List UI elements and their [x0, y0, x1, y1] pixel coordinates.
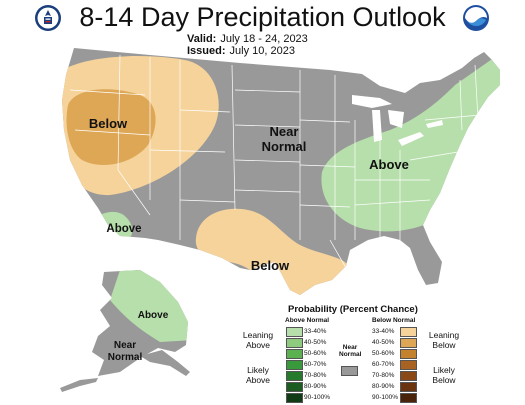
legend-below-bin-swatch — [400, 360, 417, 370]
legend-below-bin-label: 33-40% — [372, 328, 395, 335]
legend-leaning-below-1: Leaning — [428, 330, 460, 340]
legend-likely-above-2: Above — [245, 375, 271, 385]
lake-ontario — [426, 120, 443, 128]
legend-below-bin-swatch — [400, 338, 417, 348]
state-borders — [69, 54, 481, 276]
legend-above-bin-label: 70-80% — [304, 372, 327, 379]
legend-above-bin-label: 80-90% — [304, 383, 327, 390]
legend-above-bin-swatch — [286, 382, 303, 392]
lake-huron — [388, 110, 404, 128]
lake-superior — [352, 95, 392, 108]
legend-above-bin-swatch — [286, 349, 303, 359]
alaska-panhandle — [140, 350, 190, 376]
legend-leaning-below: Leaning Below — [424, 330, 464, 350]
region-below-south — [195, 208, 351, 295]
legend-above-bin-swatch — [286, 327, 303, 337]
valid-dates: Valid: July 18 - 24, 2023 — [187, 33, 308, 45]
legend-likely-above-1: Likely — [247, 365, 269, 375]
valid-label: Valid: — [187, 33, 217, 45]
legend-below-bin-swatch — [400, 327, 417, 337]
region-below-northwest-core — [66, 89, 156, 165]
legend-below-bin-swatch — [400, 371, 417, 381]
legend-above-bin-label: 90-100% — [304, 394, 331, 401]
label-west-below: Below — [89, 116, 128, 131]
legend-leaning-above: Leaning Above — [238, 330, 278, 350]
legend-below-bin-label: 60-70% — [372, 361, 395, 368]
legend-below-bin-swatch — [400, 393, 417, 403]
legend-above-bin-swatch — [286, 371, 303, 381]
legend-below-bin-label: 70-80% — [372, 372, 395, 379]
legend-likely-below: Likely Below — [424, 365, 464, 385]
legend-below-bin-swatch — [400, 349, 417, 359]
lake-erie — [398, 132, 424, 146]
legend-above-bin-label: 60-70% — [304, 361, 327, 368]
legend-likely-below-2: Below — [432, 375, 456, 385]
legend-swatch-near — [341, 366, 358, 376]
label-alaska-normal: Normal — [108, 352, 143, 363]
issued-date: Issued: July 10, 2023 — [187, 45, 295, 57]
legend-above-bin-label: 50-60% — [304, 350, 327, 357]
legend-leaning-above-1: Leaning — [242, 330, 274, 340]
label-east-above: Above — [369, 157, 409, 172]
legend-leaning-above-2: Above — [245, 340, 271, 350]
legend-above-bin-label: 40-50% — [304, 339, 327, 346]
label-alaska-above: Above — [138, 310, 169, 321]
label-central-normal: Normal — [262, 139, 307, 154]
valid-value: July 18 - 24, 2023 — [220, 33, 308, 45]
aleutian-islands — [60, 378, 98, 392]
label-central-near: Near — [270, 124, 299, 139]
legend-near-header-2: Normal — [339, 351, 362, 358]
legend-near-header: Near Normal — [339, 344, 361, 358]
legend-above-bin-swatch — [286, 393, 303, 403]
noaa-logo-icon — [463, 5, 489, 31]
legend-title: Probability (Percent Chance) — [288, 304, 418, 315]
legend-below-bin-swatch — [400, 382, 417, 392]
legend-likely-above: Likely Above — [238, 365, 278, 385]
legend-below-bin-label: 40-50% — [372, 339, 395, 346]
legend-leaning-below-2: Below — [432, 340, 456, 350]
legend-likely-below-1: Likely — [433, 365, 455, 375]
label-southwest-above: Above — [106, 223, 141, 235]
legend-near-header-1: Near — [342, 344, 358, 351]
legend-below-header: Below Normal — [372, 317, 416, 324]
legend-below-bin-label: 90-100% — [372, 394, 399, 401]
issued-label: Issued: — [187, 45, 226, 57]
legend-below-bin-label: 80-90% — [372, 383, 395, 390]
doc-seal-icon — [35, 5, 61, 31]
label-alaska-near: Near — [114, 340, 136, 351]
legend-above-bin-swatch — [286, 338, 303, 348]
map-title: 8-14 Day Precipitation Outlook — [79, 2, 446, 32]
issued-value: July 10, 2023 — [229, 45, 295, 57]
legend-above-bin-swatch — [286, 360, 303, 370]
legend-above-bin-label: 33-40% — [304, 328, 327, 335]
lake-michigan — [372, 110, 382, 142]
legend-above-header: Above Normal — [285, 317, 330, 324]
legend-below-bin-label: 50-60% — [372, 350, 395, 357]
label-south-below: Below — [251, 258, 290, 273]
